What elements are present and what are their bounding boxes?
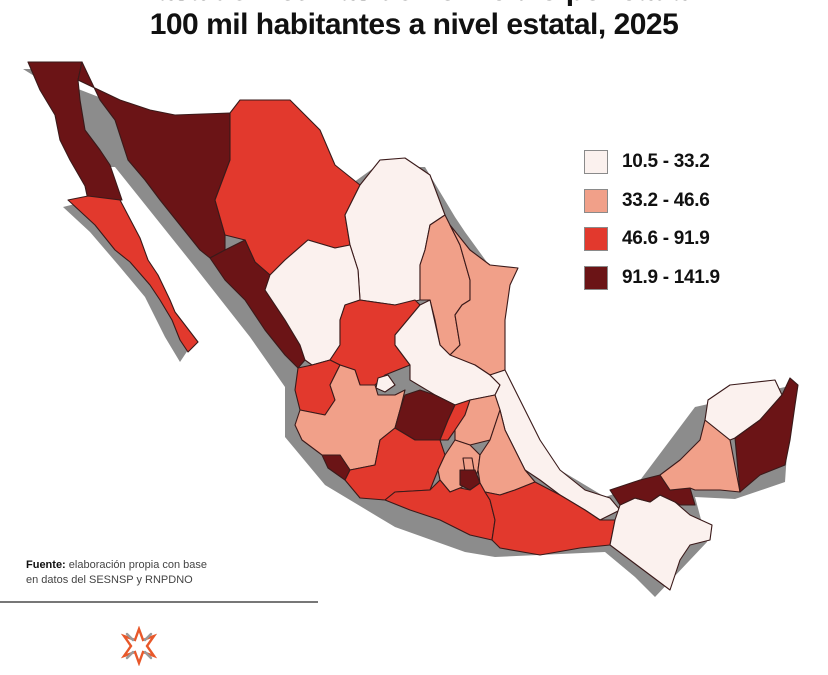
chart-title: 100 mil habitantes a nivel estatal, 2025: [149, 8, 679, 41]
legend-item: 46.6 - 91.9: [584, 220, 720, 259]
star-burst-logo-icon: [120, 626, 158, 666]
state-aguascalientes: [375, 374, 396, 393]
chart-title-line1: Tasa de víctimas de homicidio por cada: [0, 0, 828, 8]
footer-divider: [0, 601, 318, 603]
legend-item: 91.9 - 141.9: [584, 259, 720, 298]
legend-swatch: [584, 227, 608, 252]
legend-label: 33.2 - 46.6: [622, 189, 710, 211]
legend-item: 33.2 - 46.6: [584, 182, 720, 221]
state-quintana-roo: [734, 377, 799, 493]
legend-item: 10.5 - 33.2: [584, 143, 720, 182]
source-note: Fuente: elaboración propia con base en d…: [26, 558, 207, 588]
legend-swatch: [584, 188, 608, 213]
legend-label: 91.9 - 141.9: [622, 266, 720, 288]
state-guerrero: [384, 479, 496, 541]
source-text-line2: en datos del SESNSP y RNPDNO: [26, 574, 193, 586]
state-baja-california-sur: [67, 195, 199, 353]
legend-label: 46.6 - 91.9: [622, 228, 710, 250]
legend-swatch: [584, 265, 608, 290]
legend-swatch: [584, 150, 608, 175]
source-text-line1: elaboración propia con base: [68, 559, 208, 571]
state-baja-california: [27, 61, 123, 201]
legend-label: 10.5 - 33.2: [622, 151, 710, 173]
source-label: Fuente:: [26, 559, 66, 571]
map-legend: 10.5 - 33.2 33.2 - 46.6 46.6 - 91.9 91.9…: [584, 143, 720, 297]
state-zacatecas: [329, 299, 421, 386]
